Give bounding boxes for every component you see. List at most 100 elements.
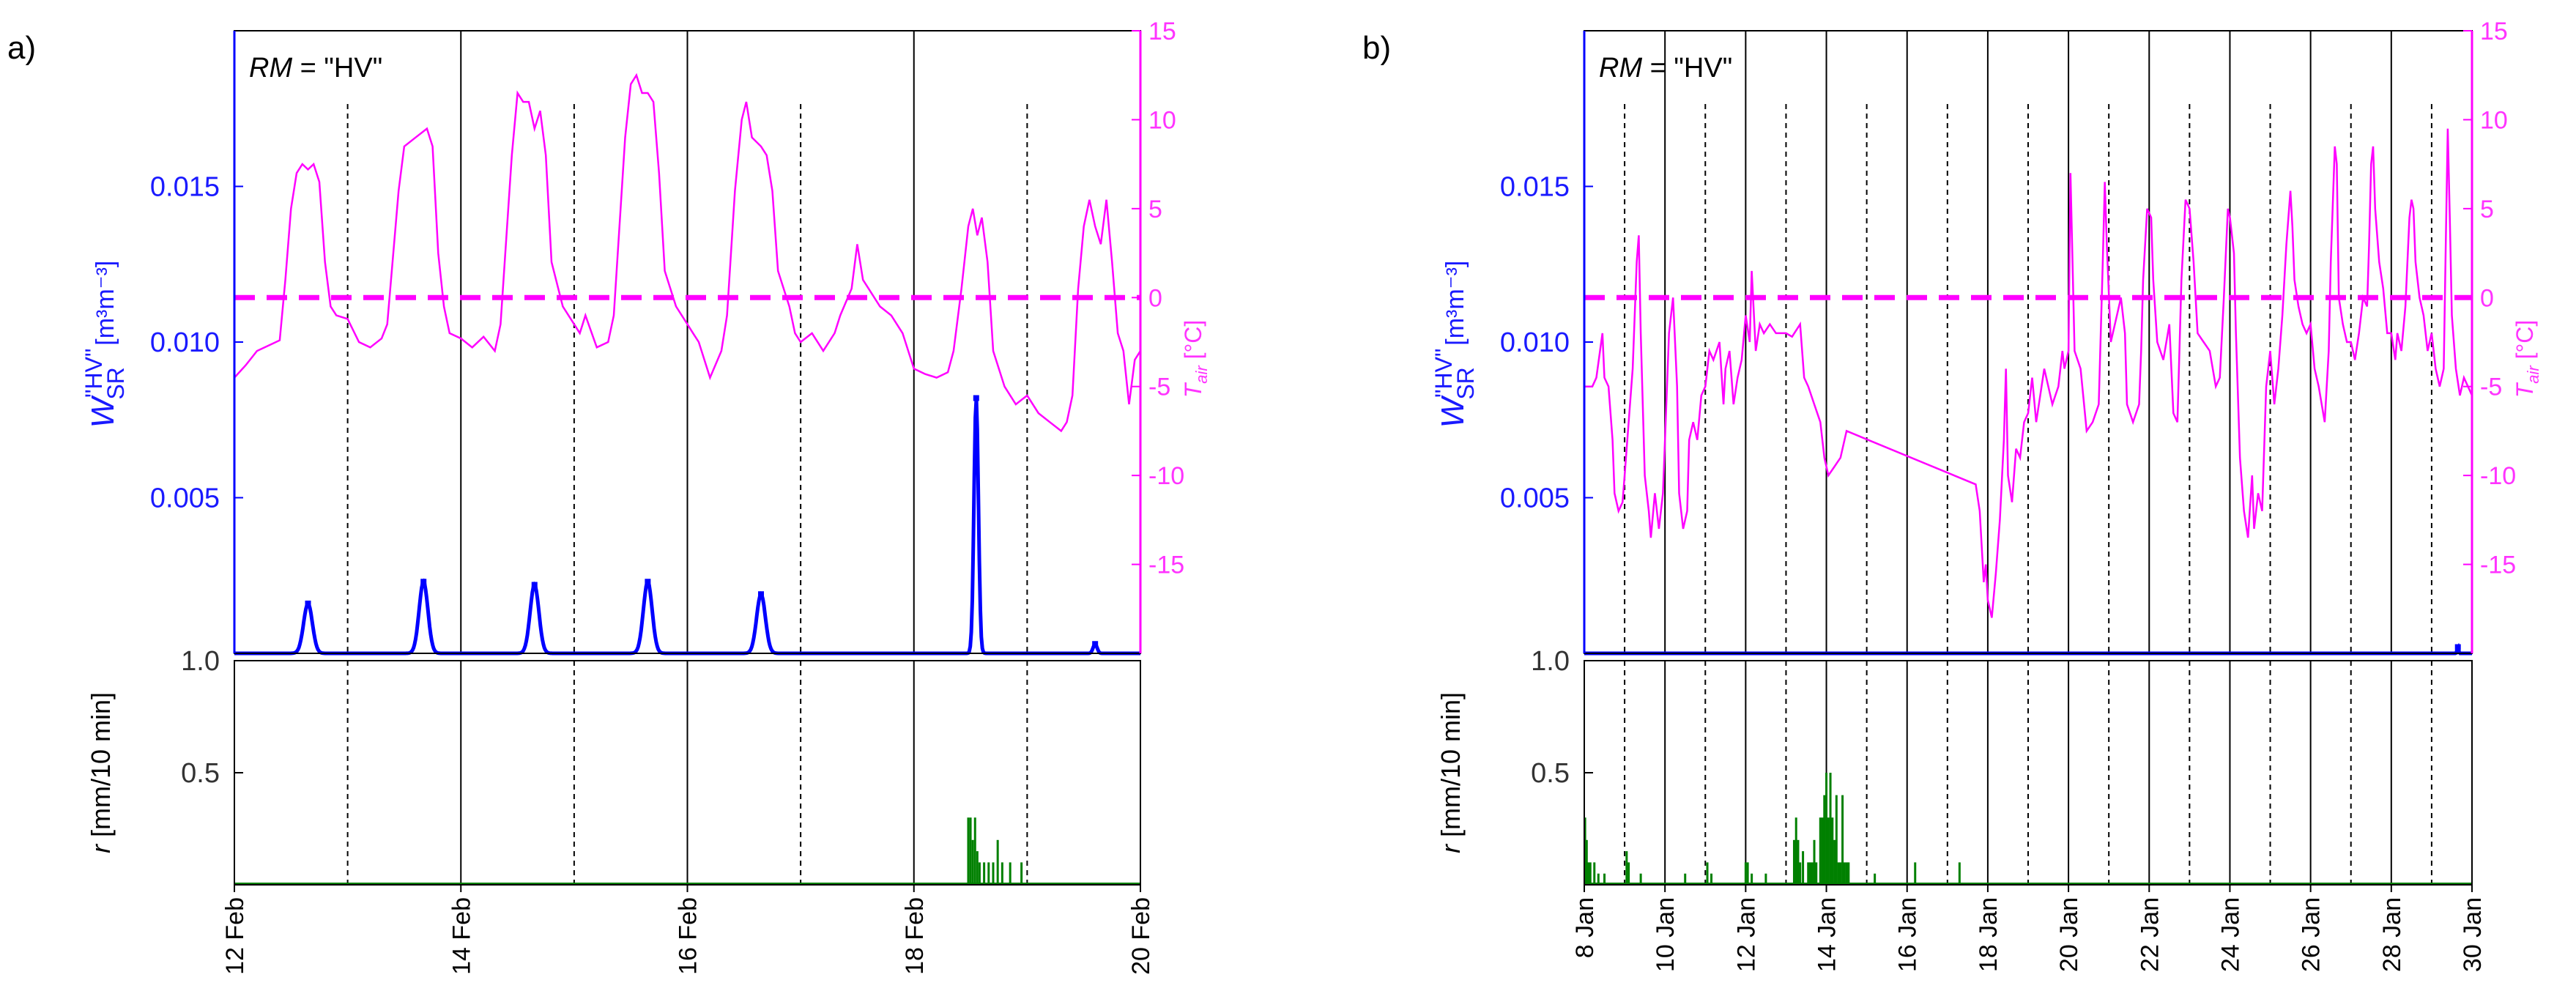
y-tick-label-bottom: 0.5 xyxy=(1531,758,1570,789)
chart-panel-b: b) 0.005 0.010 0.015 -15 -10 -5 0 5 10 15 RM = "HV"… xyxy=(1362,18,2542,972)
y-tick-label-right: 15 xyxy=(1148,18,1176,45)
x-tick-label: 30 Jan xyxy=(2459,897,2487,972)
rain-bar xyxy=(1813,839,1816,885)
rain-bar xyxy=(1764,873,1767,885)
rain-bar xyxy=(1585,839,1588,885)
y-tick-label-right: 0 xyxy=(1148,284,1162,312)
annotation-suffix: = "HV" xyxy=(1642,53,1732,83)
y-tick-label-right: -15 xyxy=(2480,552,2516,579)
y-axis-label-left: W"HV"SR [m³m⁻³] xyxy=(1430,261,1479,428)
y-label-main: W xyxy=(85,395,121,428)
rain-bar xyxy=(1823,795,1826,885)
y-axis-label-left: W"HV"SR [m³m⁻³] xyxy=(81,261,129,428)
y-tick-label-right: 5 xyxy=(2480,196,2494,223)
x-tick-label: 14 Jan xyxy=(1814,897,1841,972)
y-tick-label-right: 0 xyxy=(2480,284,2494,312)
y-tick-label-right: -5 xyxy=(1148,374,1170,401)
rain-bar xyxy=(992,862,995,885)
rain-bar xyxy=(1020,862,1023,885)
temp-series-line xyxy=(234,73,1142,433)
rain-bar xyxy=(1625,851,1628,885)
rain-bar xyxy=(1874,873,1877,885)
temp-series-line xyxy=(1584,128,2473,618)
x-tick-label: 14 Feb xyxy=(448,897,475,975)
y-tick-label-left: 0.010 xyxy=(1500,327,1570,358)
rain-bar xyxy=(1809,862,1812,885)
x-tick-label: 28 Jan xyxy=(2378,897,2406,972)
x-tick-label: 10 Jan xyxy=(1652,897,1679,972)
chart-panel-a: a) 0.005 0.010 0.015 -15 -10 -5 0 5 10 15 RM = "HV"… xyxy=(7,18,1211,975)
rain-bar xyxy=(1627,862,1630,885)
rain-bar xyxy=(1684,873,1687,885)
rain-bar xyxy=(1603,873,1606,885)
x-tick-label: 16 Jan xyxy=(1894,897,1922,972)
panel-label: a) xyxy=(7,30,36,66)
x-tick-label: 22 Jan xyxy=(2136,897,2164,972)
y-tick-label-right: -10 xyxy=(2480,462,2516,490)
annotation: RM = "HV" xyxy=(249,53,382,83)
rain-bar xyxy=(1584,817,1586,885)
y-tick-label-right: 5 xyxy=(1148,196,1162,223)
y-label-bottom-main: r xyxy=(86,843,116,853)
rain-bar xyxy=(1001,862,1003,885)
rain-bar xyxy=(1831,817,1834,885)
y-label-right-sub: air xyxy=(2524,365,2542,384)
rain-bar xyxy=(1744,862,1747,885)
rain-bar xyxy=(987,862,990,885)
swe-peak-point xyxy=(420,579,427,585)
y-label-right-unit: [°C] xyxy=(1180,320,1206,366)
y-label-bottom-unit: [mm/10 min] xyxy=(86,692,116,845)
y-tick-label-left: 0.015 xyxy=(1500,172,1570,203)
y-tick-label-right: 10 xyxy=(1148,106,1176,134)
rain-bar xyxy=(1807,862,1810,885)
rain-bar xyxy=(1794,817,1797,885)
y-label-unit: [m³m⁻³] xyxy=(92,261,119,353)
y-tick-label-right: -10 xyxy=(1148,462,1184,490)
y-label-bottom-main: r xyxy=(1436,843,1466,853)
rain-bar xyxy=(971,839,974,885)
y-tick-label-right: -5 xyxy=(2480,374,2502,401)
y-tick-label-left: 0.005 xyxy=(1500,483,1570,514)
rain-bar xyxy=(983,862,986,885)
rain-bar xyxy=(969,817,972,885)
rain-bar xyxy=(1829,773,1832,885)
x-tick-label: 18 Feb xyxy=(901,897,929,975)
y-label-unit: [m³m⁻³] xyxy=(1441,261,1469,353)
x-tick-label: 12 Feb xyxy=(221,897,249,975)
panel-label: b) xyxy=(1362,30,1391,66)
y-label-right-main: T xyxy=(2512,382,2538,398)
y-axis-label-bottom: r [mm/10 min] xyxy=(86,692,116,853)
rain-bar xyxy=(1751,873,1753,885)
y-label-sup: "HV" xyxy=(1430,349,1457,398)
y-axis-label-right: Tair [°C] xyxy=(2512,320,2542,398)
swe-peak-point xyxy=(645,579,651,585)
y-tick-label-left: 0.005 xyxy=(150,483,220,514)
rain-bar xyxy=(1825,773,1828,885)
y-label-right-sub: air xyxy=(1192,365,1211,384)
rain-bar xyxy=(1797,839,1800,885)
rain-bar xyxy=(1710,873,1713,885)
x-tick-label: 18 Jan xyxy=(1975,897,2002,972)
y-label-sub: SR xyxy=(103,367,129,399)
rain-bar xyxy=(1593,862,1596,885)
rain-bar xyxy=(1821,817,1824,885)
rain-bar xyxy=(1845,862,1848,885)
x-tick-label: 16 Feb xyxy=(675,897,702,975)
rain-bar xyxy=(1746,862,1749,885)
rain-bar xyxy=(1837,862,1840,885)
y-tick-label-left: 0.010 xyxy=(150,327,220,358)
rain-bar xyxy=(1839,862,1842,885)
annotation-prefix: RM xyxy=(249,53,292,83)
x-tick-label: 12 Jan xyxy=(1732,897,1760,972)
y-label-right-main: T xyxy=(1180,382,1206,398)
rain-bar xyxy=(1914,862,1917,885)
y-label-main: W xyxy=(1435,395,1471,428)
rain-bar xyxy=(1589,862,1592,885)
rain-bar xyxy=(1792,839,1795,885)
rain-bar xyxy=(1843,862,1846,885)
y-tick-label-right: 15 xyxy=(2480,18,2508,45)
y-tick-label-bottom: 0.5 xyxy=(181,758,220,789)
rain-bar xyxy=(1827,817,1830,885)
rain-bar xyxy=(1958,862,1961,885)
